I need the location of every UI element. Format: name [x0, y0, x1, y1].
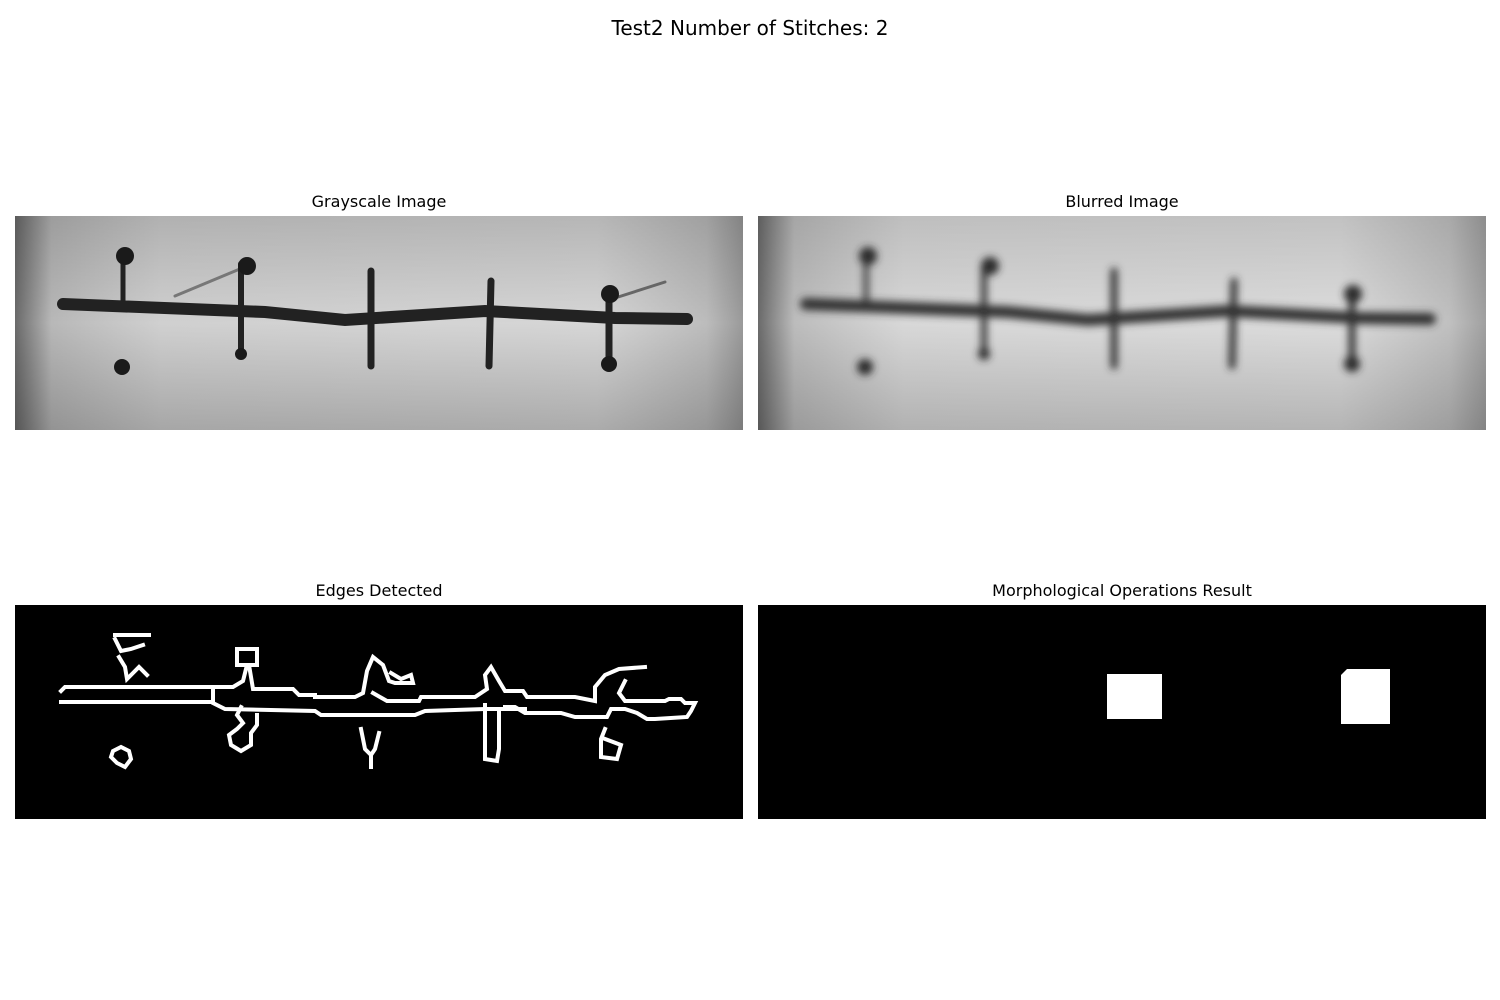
edges-panel-title: Edges Detected [315, 581, 443, 600]
grayscale-image [15, 216, 743, 430]
morphology-panel-title: Morphological Operations Result [992, 581, 1252, 600]
blurred-panel-title: Blurred Image [1065, 192, 1179, 211]
stitch-blob-2 [1341, 669, 1390, 724]
morphology-image [758, 605, 1486, 819]
grayscale-panel-title: Grayscale Image [311, 192, 447, 211]
blurred-image [758, 216, 1486, 430]
stitch-blob-1 [1107, 674, 1162, 719]
edges-image [15, 605, 743, 819]
figure-title: Test2 Number of Stitches: 2 [611, 16, 889, 40]
